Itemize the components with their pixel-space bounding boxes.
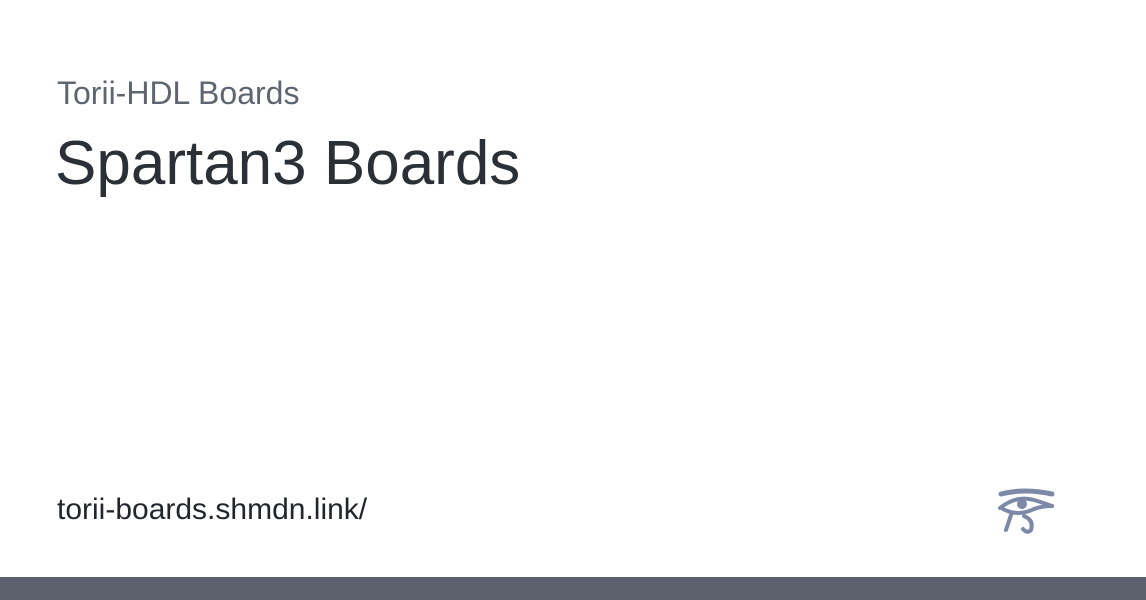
logo-drop [1004, 513, 1013, 532]
logo-pupil [1017, 499, 1027, 509]
page-title: Spartan3 Boards [55, 129, 521, 198]
logo-brow [998, 488, 1055, 497]
logo-lower-lid [1001, 504, 1054, 515]
site-name: Torii-HDL Boards [57, 75, 300, 111]
logo-svg [998, 488, 1055, 534]
eye-of-horus-icon [994, 488, 1058, 534]
site-url: torii-boards.shmdn.link/ [57, 493, 368, 526]
bottom-bar [0, 577, 1146, 600]
logo-spiral [1021, 514, 1034, 534]
